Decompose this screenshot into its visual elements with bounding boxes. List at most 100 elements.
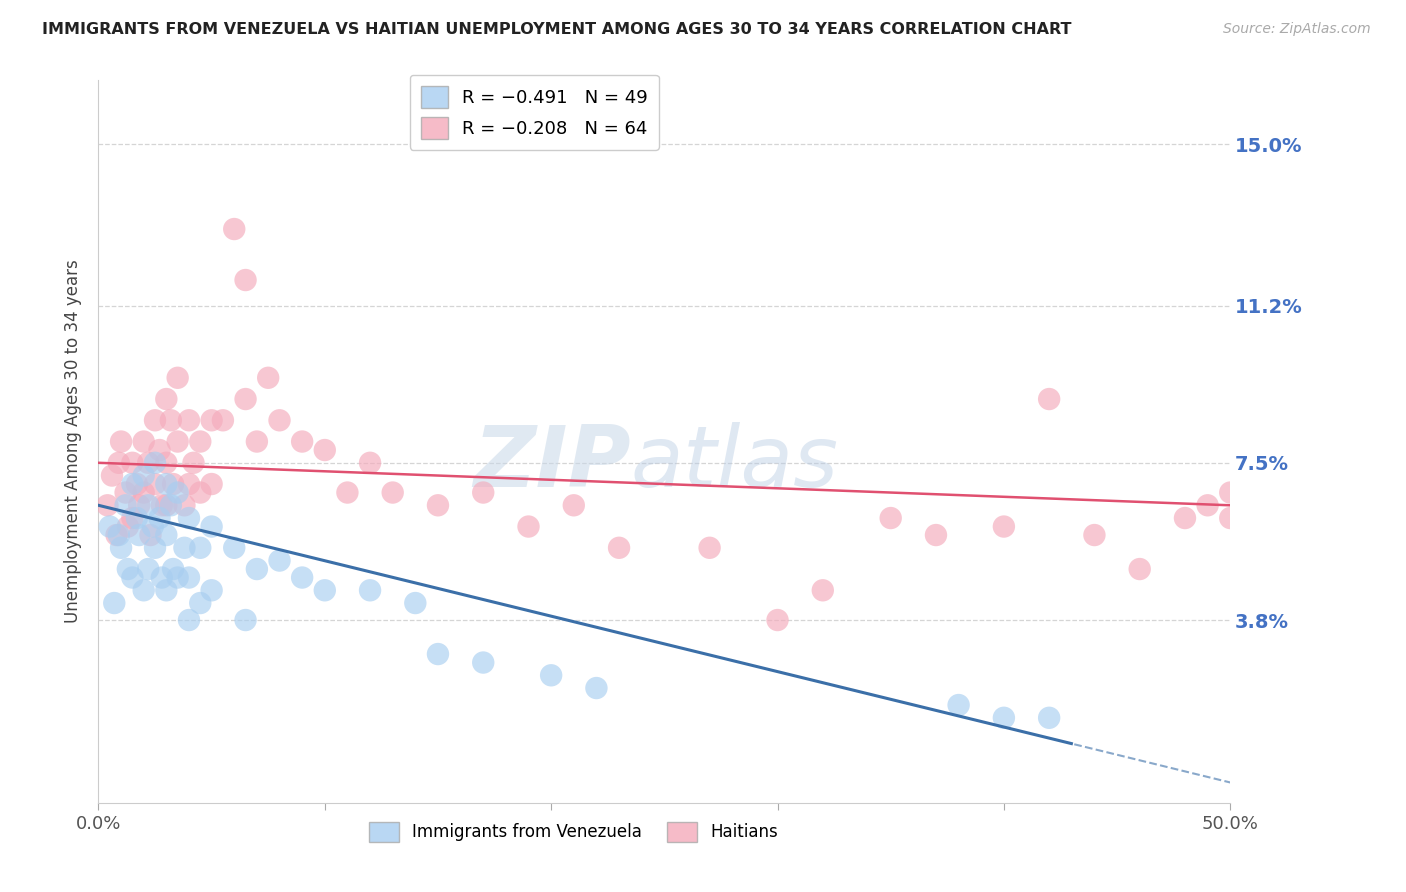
Point: [257, 371, 280, 385]
Point: [235, 613, 257, 627]
Point: [162, 477, 184, 491]
Point: [150, 570, 173, 584]
Point: [1197, 498, 1219, 512]
Point: [925, 528, 948, 542]
Point: [173, 541, 195, 555]
Point: [188, 434, 211, 449]
Point: [404, 596, 426, 610]
Point: [1219, 485, 1241, 500]
Point: [607, 541, 630, 555]
Point: [128, 498, 150, 512]
Point: [235, 273, 257, 287]
Point: [121, 570, 143, 584]
Point: [125, 511, 148, 525]
Point: [1174, 511, 1197, 525]
Text: ZIP: ZIP: [472, 422, 630, 505]
Point: [291, 570, 314, 584]
Point: [177, 613, 200, 627]
Point: [993, 711, 1015, 725]
Point: [1083, 528, 1105, 542]
Point: [517, 519, 540, 533]
Point: [269, 553, 291, 567]
Point: [107, 528, 129, 542]
Point: [766, 613, 789, 627]
Point: [1219, 511, 1241, 525]
Point: [110, 541, 132, 555]
Point: [96, 498, 118, 512]
Point: [136, 498, 159, 512]
Point: [166, 371, 188, 385]
Point: [136, 562, 159, 576]
Point: [128, 528, 150, 542]
Text: Source: ZipAtlas.com: Source: ZipAtlas.com: [1223, 22, 1371, 37]
Point: [103, 596, 125, 610]
Point: [1038, 392, 1060, 406]
Point: [177, 511, 200, 525]
Point: [201, 413, 224, 427]
Point: [155, 456, 177, 470]
Point: [101, 468, 124, 483]
Point: [359, 456, 381, 470]
Point: [314, 583, 336, 598]
Point: [585, 681, 607, 695]
Point: [132, 583, 155, 598]
Point: [269, 413, 291, 427]
Point: [143, 477, 166, 491]
Point: [472, 656, 495, 670]
Point: [235, 392, 257, 406]
Point: [224, 222, 246, 236]
Point: [160, 498, 183, 512]
Point: [173, 498, 195, 512]
Point: [177, 570, 200, 584]
Point: [160, 413, 183, 427]
Point: [314, 443, 336, 458]
Point: [121, 477, 143, 491]
Point: [472, 485, 495, 500]
Point: [699, 541, 721, 555]
Point: [562, 498, 585, 512]
Legend: Immigrants from Venezuela, Haitians: Immigrants from Venezuela, Haitians: [363, 815, 785, 848]
Point: [1129, 562, 1152, 576]
Point: [177, 413, 200, 427]
Point: [336, 485, 359, 500]
Point: [107, 456, 129, 470]
Point: [162, 562, 184, 576]
Point: [150, 498, 173, 512]
Point: [155, 477, 177, 491]
Point: [381, 485, 404, 500]
Point: [166, 434, 188, 449]
Point: [98, 519, 121, 533]
Point: [224, 541, 246, 555]
Point: [155, 583, 177, 598]
Point: [246, 434, 269, 449]
Point: [132, 434, 155, 449]
Point: [359, 583, 381, 598]
Point: [177, 477, 200, 491]
Point: [880, 511, 903, 525]
Point: [110, 434, 132, 449]
Point: [811, 583, 834, 598]
Point: [114, 485, 136, 500]
Point: [155, 498, 177, 512]
Point: [540, 668, 562, 682]
Point: [246, 562, 269, 576]
Point: [166, 485, 188, 500]
Point: [121, 456, 143, 470]
Point: [136, 456, 159, 470]
Point: [155, 392, 177, 406]
Point: [993, 519, 1015, 533]
Point: [132, 468, 155, 483]
Point: [427, 498, 450, 512]
Point: [148, 443, 170, 458]
Point: [183, 456, 205, 470]
Point: [139, 528, 162, 542]
Point: [114, 498, 136, 512]
Point: [188, 596, 211, 610]
Point: [117, 562, 139, 576]
Point: [427, 647, 450, 661]
Point: [188, 541, 211, 555]
Point: [105, 528, 128, 542]
Text: IMMIGRANTS FROM VENEZUELA VS HAITIAN UNEMPLOYMENT AMONG AGES 30 TO 34 YEARS CORR: IMMIGRANTS FROM VENEZUELA VS HAITIAN UNE…: [42, 22, 1071, 37]
Point: [143, 456, 166, 470]
Point: [948, 698, 970, 712]
